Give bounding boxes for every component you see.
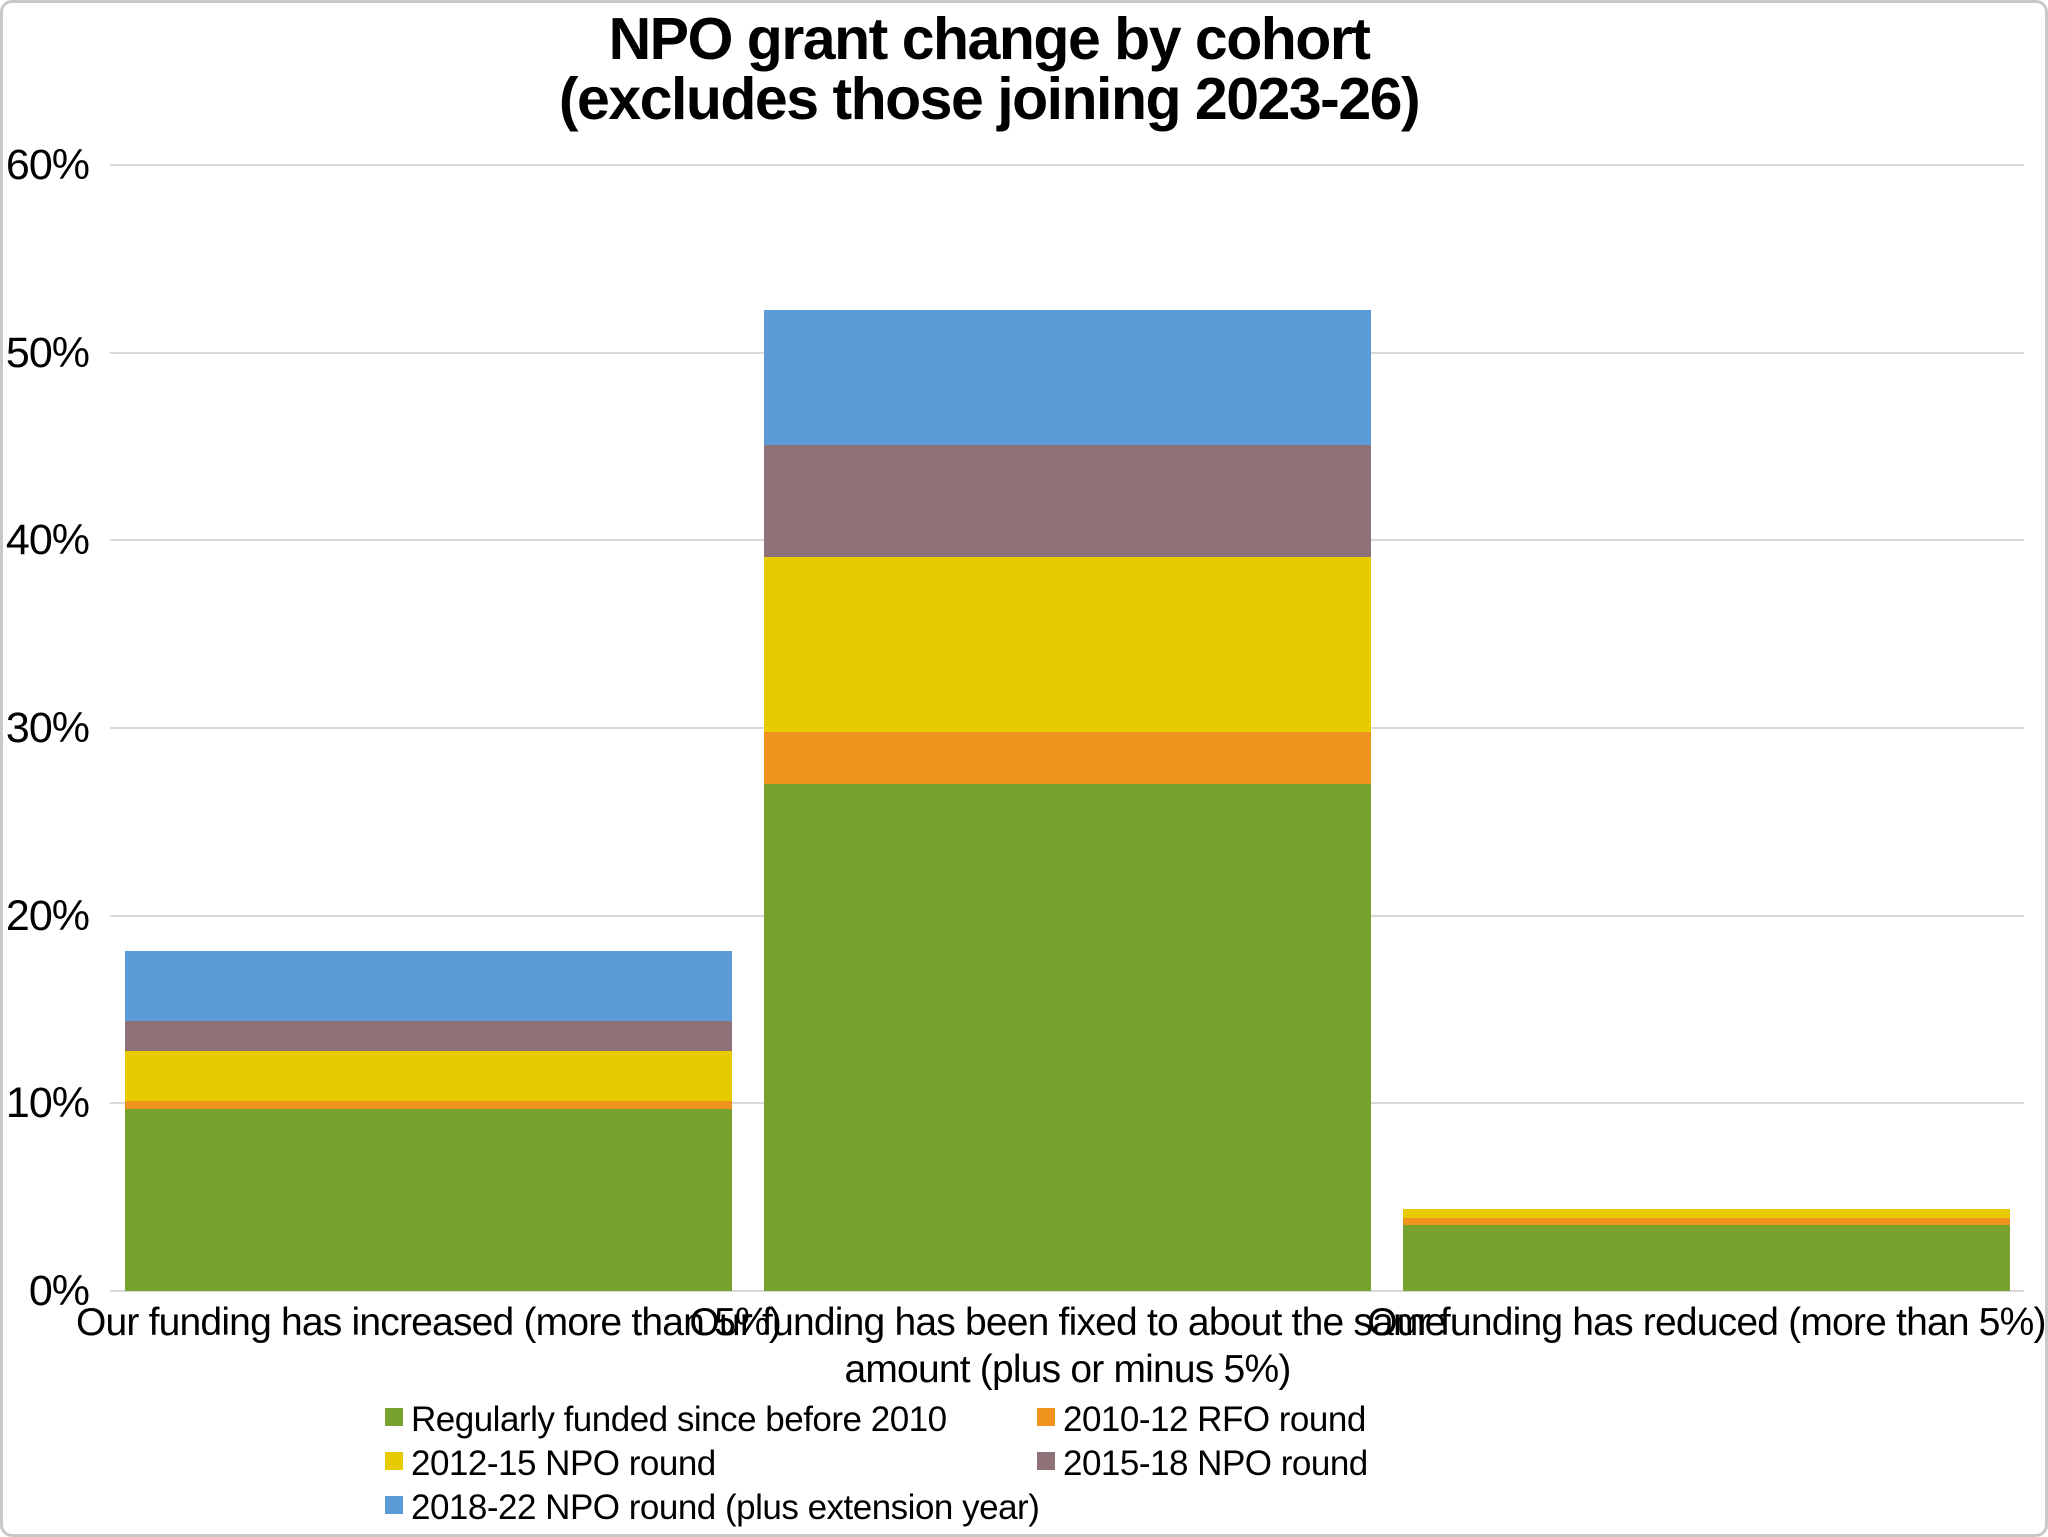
bar-segment <box>125 1020 732 1051</box>
y-axis-tick-label: 10% <box>5 1079 90 1128</box>
legend-item: 2015-18 NPO round <box>1037 1443 1368 1485</box>
bar-segment <box>764 731 1371 785</box>
legend-item: 2018-22 NPO round (plus extension year) <box>385 1487 1040 1529</box>
legend-item: 2012-15 NPO round <box>385 1443 716 1485</box>
bar-segment <box>764 309 1371 445</box>
y-axis-tick-label: 30% <box>5 704 90 753</box>
legend-label: Regularly funded since before 2010 <box>411 1400 947 1439</box>
bar-segment <box>125 1050 732 1102</box>
legend-swatch <box>1037 1452 1055 1470</box>
x-category-label: Our funding has increased (more than 5%) <box>75 1301 782 1344</box>
gridline-0 <box>110 1290 2024 1292</box>
bar-segment <box>764 784 1371 1291</box>
legend-swatch <box>385 1408 403 1426</box>
legend-label: 2015-18 NPO round <box>1063 1444 1368 1483</box>
bar-segment <box>1403 1209 2010 1218</box>
chart-title-line-1: NPO grant change by cohort <box>608 6 1371 72</box>
bar-column <box>764 309 1371 1291</box>
legend-label: 2012-15 NPO round <box>411 1444 716 1483</box>
chart-title-line-2: (excludes those joining 2023-26) <box>558 66 1421 132</box>
y-axis-tick-label: 50% <box>5 328 90 377</box>
legend-swatch <box>385 1496 403 1514</box>
bar-segment <box>125 1101 732 1109</box>
bar-segment <box>764 557 1371 732</box>
y-axis-tick-label: 20% <box>5 891 90 940</box>
y-axis-tick-label: 40% <box>5 516 90 565</box>
bar-segment <box>1403 1225 2010 1291</box>
legend-item: 2010-12 RFO round <box>1037 1399 1366 1441</box>
bar-segment <box>1403 1217 2010 1226</box>
bar-segment <box>125 1108 732 1291</box>
y-axis-tick-label: 60% <box>5 141 90 190</box>
gridline-60 <box>110 164 2024 167</box>
x-category-label: Our funding has been fixed to about the … <box>689 1301 1446 1391</box>
x-category-label: Our funding has reduced (more than 5%) <box>1367 1301 2046 1344</box>
bar-column <box>1403 1209 2010 1291</box>
legend-swatch <box>385 1452 403 1470</box>
bar-segment <box>125 951 732 1021</box>
chart-title: NPO grant change by cohort (excludes tho… <box>3 9 1975 129</box>
bar-column <box>125 951 732 1291</box>
legend-item: Regularly funded since before 2010 <box>385 1399 947 1441</box>
legend-swatch <box>1037 1408 1055 1426</box>
bar-segment <box>764 444 1371 558</box>
legend-label: 2018-22 NPO round (plus extension year) <box>411 1488 1040 1527</box>
legend-label: 2010-12 RFO round <box>1063 1400 1366 1439</box>
y-axis-tick-label: 0% <box>28 1267 90 1315</box>
